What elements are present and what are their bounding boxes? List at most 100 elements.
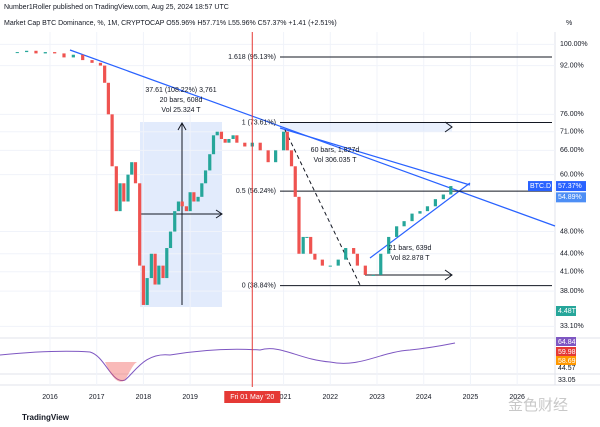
candle: [313, 253, 317, 260]
candle: [103, 65, 107, 83]
candle: [133, 162, 138, 184]
measure-label: 60 bars, 1,827d: [311, 147, 360, 154]
candle: [106, 82, 110, 115]
candle: [149, 253, 153, 279]
candle: [208, 154, 212, 171]
candle: [176, 201, 181, 212]
candle: [301, 236, 305, 254]
rsi-label: 44.57: [558, 365, 576, 372]
trendline: [369, 182, 471, 259]
candle: [266, 150, 270, 163]
candle: [157, 265, 161, 285]
candle: [90, 60, 94, 63]
candle: [138, 183, 142, 266]
symbol-info: Market Cap BTC Dominance, %, 1M, CRYPTOC…: [4, 20, 337, 27]
fib-label: 1 (73.61%): [242, 119, 276, 126]
candle: [231, 135, 235, 139]
candle: [258, 142, 262, 151]
rsi-oversold: [105, 362, 137, 382]
candle: [168, 231, 173, 249]
crosshair-label: Fri 01 May '20: [230, 394, 274, 401]
candle: [71, 54, 75, 58]
rsi-label: 58.69: [558, 358, 576, 365]
rsi-tag: [556, 347, 576, 356]
price-tag: [556, 181, 586, 192]
measure-label: 20 bars, 608d: [160, 97, 203, 104]
candle: [173, 211, 177, 232]
candle: [355, 253, 359, 266]
candle: [141, 265, 146, 305]
y-tick-label: 76.00%: [560, 111, 584, 118]
price-tag-label: 54.89%: [558, 194, 582, 201]
candle: [320, 259, 324, 266]
y-tick-label: 33.10%: [560, 323, 584, 330]
fib-label: 0 (38.84%): [242, 282, 276, 289]
candle: [433, 199, 438, 207]
candle: [285, 131, 289, 151]
candle: [289, 150, 294, 167]
candle: [418, 211, 422, 214]
measure-label: Vol 306.035 T: [313, 157, 357, 164]
candle: [410, 213, 414, 222]
series-label: BTC.D: [530, 183, 551, 190]
candle: [243, 142, 247, 147]
candle: [309, 236, 313, 254]
x-tick-label: 2016: [42, 394, 58, 401]
y-tick-label: 38.00%: [560, 288, 584, 295]
candle: [425, 206, 430, 212]
candle: [145, 278, 149, 305]
y-tick-label: 60.00%: [560, 171, 584, 178]
candle: [200, 183, 204, 197]
candle: [223, 138, 227, 143]
candle: [297, 196, 301, 254]
y-tick-label: 41.00%: [560, 269, 584, 276]
candle: [180, 201, 184, 207]
unit: %: [566, 20, 572, 27]
volume-label: 4.48T: [558, 308, 577, 315]
x-tick-label: 2021: [276, 394, 292, 401]
x-tick-label: 2019: [182, 394, 198, 401]
candle: [196, 196, 200, 202]
candle: [153, 253, 157, 285]
candle: [402, 221, 406, 227]
x-tick-label: 2023: [369, 394, 385, 401]
fib-label: 0.5 (56.24%): [236, 188, 276, 195]
candle: [336, 259, 340, 266]
candle: [219, 131, 224, 139]
volume-tag: [556, 306, 576, 316]
candle: [110, 114, 114, 167]
candle: [81, 54, 85, 61]
crosshair-tag: [224, 391, 281, 403]
candle: [126, 174, 130, 202]
candle: [395, 226, 399, 237]
candle: [130, 162, 134, 175]
y-tick-label: 92.00%: [560, 62, 584, 69]
candle: [441, 194, 445, 200]
rsi-label: 59.98: [558, 349, 576, 356]
candle: [122, 183, 126, 202]
x-tick-label: 2024: [416, 394, 432, 401]
candle: [305, 236, 309, 238]
rsi-tag: [556, 337, 576, 346]
candle: [188, 192, 192, 212]
series-tag: [528, 181, 552, 192]
brand: TradingView: [22, 413, 70, 422]
candle: [15, 52, 19, 54]
candle: [387, 236, 391, 254]
watermark: 金色财经: [508, 397, 568, 414]
y-tick-label: 66.00%: [560, 147, 584, 154]
price-tag: [556, 192, 586, 203]
x-tick-label: 2017: [89, 394, 105, 401]
candle: [449, 186, 453, 195]
y-tick-label: 48.00%: [560, 228, 584, 235]
candle: [161, 265, 165, 279]
measure-label: Vol 25.324 T: [161, 107, 201, 114]
dashed-path: [284, 129, 361, 286]
candle: [43, 52, 47, 54]
x-tick-label: 2018: [136, 394, 152, 401]
x-tick-label: 2026: [509, 394, 525, 401]
measure-label: 21 bars, 639d: [389, 245, 432, 252]
candle: [184, 206, 189, 212]
candle: [62, 53, 66, 58]
arrow-head: [215, 209, 223, 219]
